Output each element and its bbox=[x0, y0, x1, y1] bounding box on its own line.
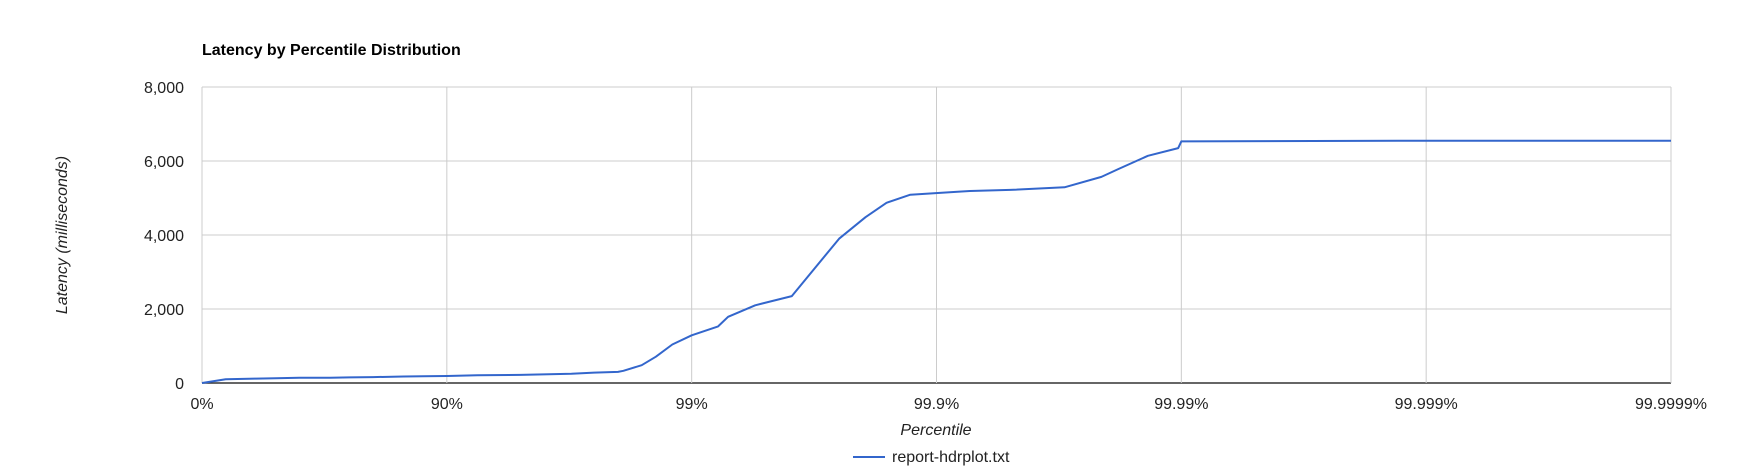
x-tick-label: 99.99% bbox=[1154, 396, 1208, 413]
y-tick-label: 8,000 bbox=[144, 80, 184, 97]
y-axis-title: Latency (milliseconds) bbox=[54, 156, 71, 314]
y-tick-labels: 0 2,000 4,000 6,000 8,000 bbox=[144, 80, 184, 393]
x-axis-title: Percentile bbox=[900, 422, 971, 439]
y-tick-label: 0 bbox=[175, 376, 184, 393]
legend-label-report-hdrplot: report-hdrplot.txt bbox=[892, 449, 1010, 466]
x-tick-label: 90% bbox=[431, 396, 463, 413]
x-tick-label: 99.9% bbox=[914, 396, 959, 413]
chart-title: Latency by Percentile Distribution bbox=[202, 42, 461, 59]
x-tick-label: 99.9999% bbox=[1635, 396, 1707, 413]
x-tick-label: 0% bbox=[190, 396, 213, 413]
y-tick-label: 4,000 bbox=[144, 228, 184, 245]
gridlines bbox=[201, 86, 1672, 384]
x-tick-label: 99.999% bbox=[1395, 396, 1458, 413]
series-lines bbox=[201, 139, 1671, 384]
series-line-0 bbox=[201, 139, 1671, 384]
legend: report-hdrplot.txt bbox=[853, 449, 1010, 466]
y-tick-label: 2,000 bbox=[144, 302, 184, 319]
y-tick-label: 6,000 bbox=[144, 154, 184, 171]
x-tick-labels: 0% 90% 99% 99.9% 99.99% 99.999% 99.9999% bbox=[190, 396, 1707, 413]
x-tick-label: 99% bbox=[676, 396, 708, 413]
